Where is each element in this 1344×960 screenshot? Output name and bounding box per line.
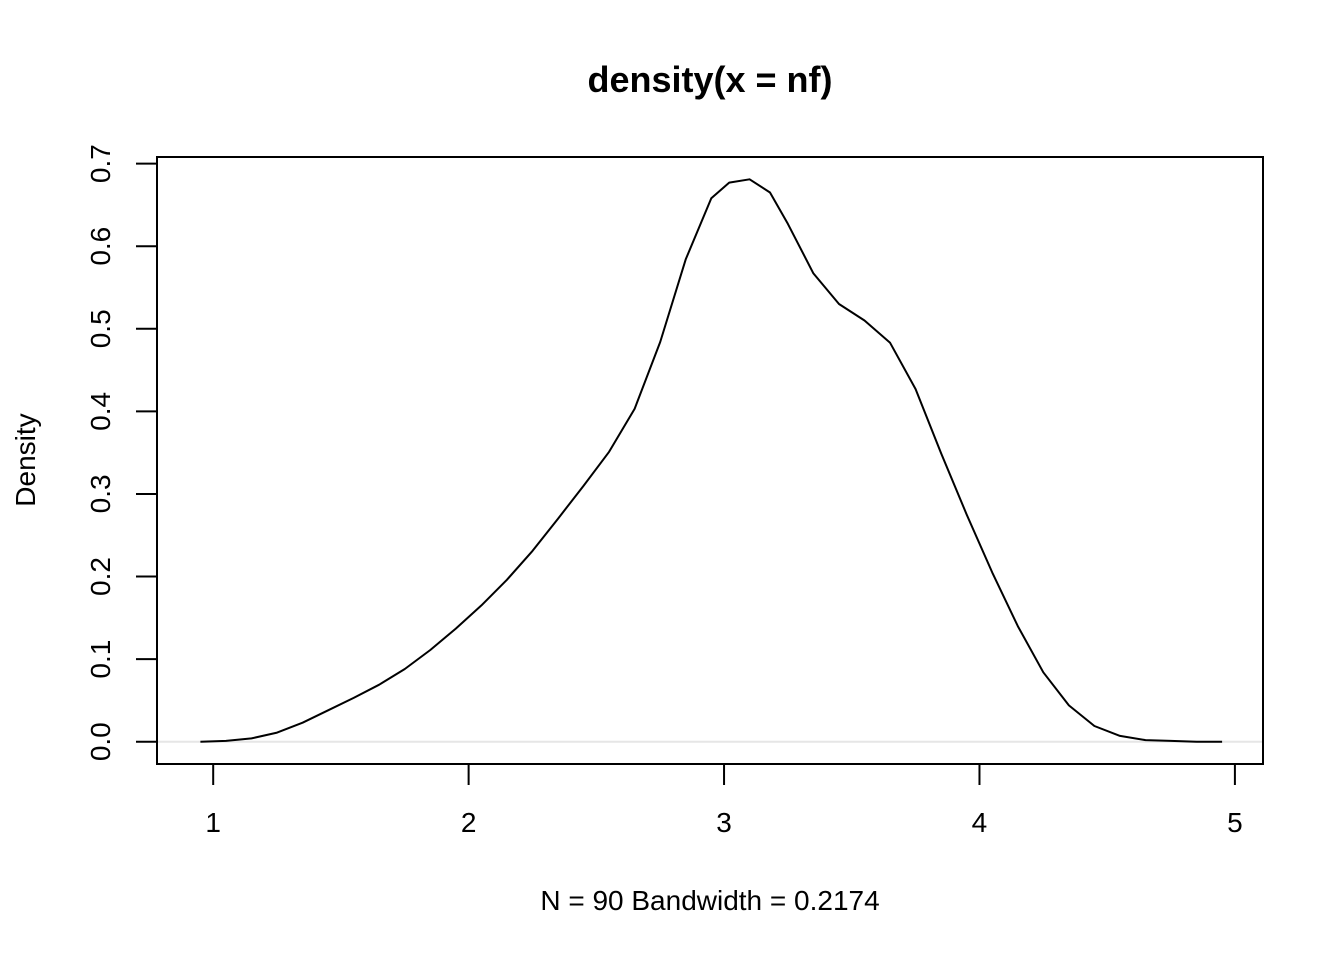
y-tick-label: 0.5 [85,309,116,348]
y-tick-label: 0.4 [85,392,116,431]
density-curve [200,178,1223,743]
x-axis-label: N = 90 Bandwidth = 0.2174 [540,885,879,916]
x-tick-label: 5 [1227,807,1243,838]
x-tick-label: 4 [972,807,988,838]
y-axis-label: Density [10,413,41,506]
x-tick-label: 1 [205,807,221,838]
y-tick-label: 0.1 [85,640,116,679]
x-tick-label: 3 [716,807,732,838]
plot-frame [156,156,1264,765]
y-tick-label: 0.7 [85,144,116,183]
chart-title: density(x = nf) [587,59,832,100]
y-tick-label: 0.3 [85,474,116,513]
x-axis: 1 2 3 4 5 [205,763,1243,838]
y-tick-label: 0.0 [85,722,116,761]
density-line-0 [200,178,1223,743]
x-tick-label: 2 [461,807,477,838]
y-axis: 0.0 0.1 0.2 0.3 0.4 0.5 0.6 0.7 [85,144,158,761]
y-tick-label: 0.6 [85,227,116,266]
y-tick-label: 0.2 [85,557,116,596]
